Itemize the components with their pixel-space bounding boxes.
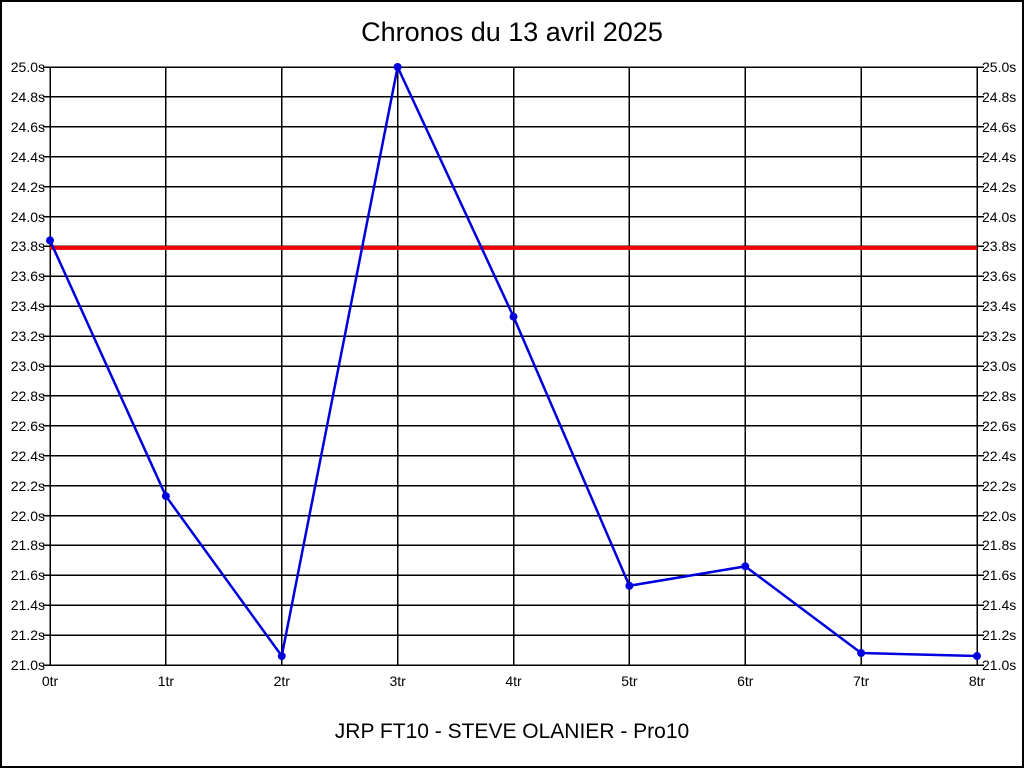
y-tick-label-right: 24.8s [982,88,1017,105]
y-tick-label-right: 21.2s [982,627,1017,644]
y-tick-label-left: 25.0s [10,59,45,75]
y-tick-label-right: 22.8s [982,387,1017,404]
y-tick-label-right: 21.0s [982,657,1017,673]
x-tick-label: 8tr [968,673,986,689]
x-tick-label: 6tr [737,673,754,689]
data-point [741,562,750,571]
y-tick-label-left: 22.2s [10,477,45,494]
y-tick-label-right: 24.0s [982,208,1017,225]
y-tick-label-right: 24.6s [982,118,1017,135]
y-tick-label-left: 23.2s [10,328,45,345]
y-tick-label-left: 21.4s [10,597,45,614]
data-point [277,652,286,661]
y-tick-label-left: 22.8s [10,387,45,404]
y-tick-label-left: 24.2s [10,178,45,195]
y-tick-label-right: 23.0s [982,358,1017,374]
chart-title: Chronos du 13 avril 2025 [361,17,663,47]
x-tick-label: 4tr [505,673,522,689]
y-tick-label-left: 23.0s [10,358,45,374]
x-tick-label: 3tr [389,673,406,689]
y-tick-label-left: 24.8s [10,88,45,105]
y-tick-label-right: 24.2s [982,178,1017,195]
data-point [509,312,518,321]
data-point [161,492,170,501]
y-tick-label-left: 21.2s [10,627,45,644]
y-tick-label-right: 24.4s [982,148,1017,165]
y-tick-label-left: 22.0s [10,507,45,524]
y-tick-label-left: 24.0s [10,208,45,225]
y-tick-label-right: 23.2s [982,328,1017,345]
y-tick-label-right: 21.4s [982,597,1017,614]
data-point [857,649,866,658]
y-tick-label-left: 23.6s [10,268,45,285]
y-tick-label-right: 21.8s [982,537,1017,554]
data-point [625,581,634,590]
x-tick-label: 7tr [852,673,870,689]
data-point [46,236,54,245]
chart-caption: JRP FT10 - STEVE OLANIER - Pro10 [334,720,690,743]
y-tick-label-left: 24.4s [10,148,45,165]
y-tick-label-right: 22.0s [982,507,1017,524]
y-tick-label-left: 24.6s [10,118,45,135]
y-tick-label-right: 23.6s [982,268,1017,285]
y-tick-label-right: 23.4s [982,298,1017,315]
x-tick-label: 5tr [621,673,638,689]
y-tick-label-left: 21.8s [10,537,45,554]
data-point [973,652,981,661]
y-tick-label-left: 22.6s [10,417,45,434]
y-tick-label-right: 22.4s [982,447,1017,464]
x-tick-label: 0tr [41,673,59,689]
y-tick-label-left: 23.4s [10,298,45,315]
y-tick-label-right: 21.6s [982,567,1017,584]
data-point [393,63,402,71]
plot-area: 25.0s 25.0s 24.8s 24.8s 24.6s 24.6s 24.4s 24.4s… [11,60,1017,689]
y-tick-label-left: 23.8s [10,238,45,255]
line-chart-canvas [43,63,984,666]
y-tick-label-right: 22.2s [982,477,1017,494]
y-tick-label-left: 21.0s [10,657,45,673]
y-tick-label-right: 23.8s [982,238,1017,255]
x-tick-label: 2tr [273,673,290,689]
y-tick-label-left: 21.6s [10,567,45,584]
y-tick-label-right: 25.0s [982,59,1017,75]
y-tick-label-right: 22.6s [982,417,1017,434]
y-tick-label-left: 22.4s [10,447,45,464]
x-tick-label: 1tr [157,673,175,689]
